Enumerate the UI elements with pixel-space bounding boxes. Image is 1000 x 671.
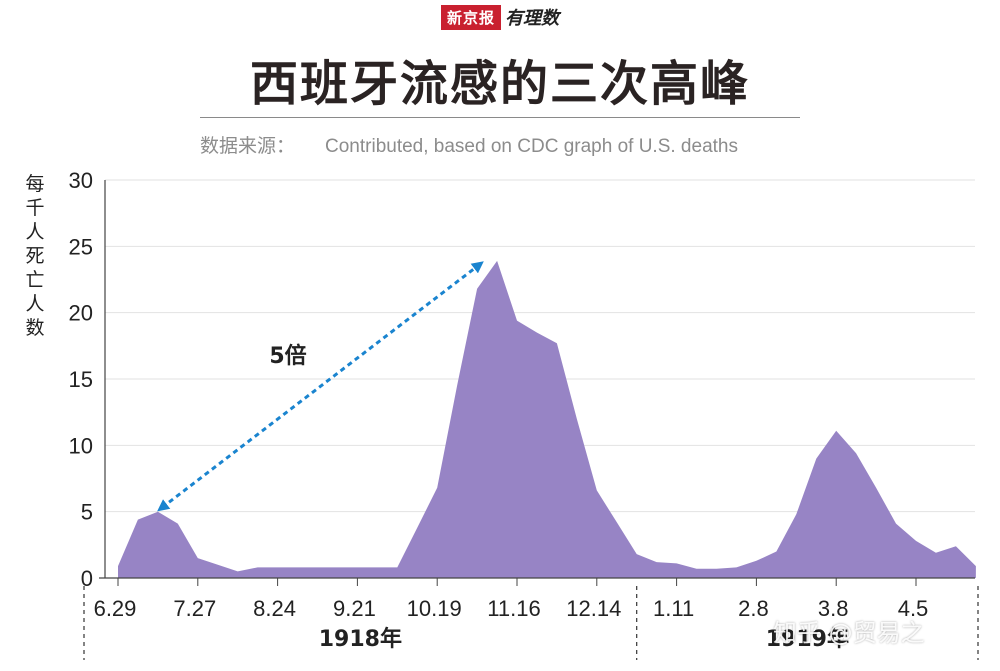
- x-tick-label-2: 8.24: [253, 596, 296, 621]
- source-text: Contributed, based on CDC graph of U.S. …: [325, 136, 738, 157]
- brand-name: 新京报: [440, 4, 501, 30]
- y-tick-label-30: 30: [69, 168, 93, 193]
- y-axis-label: 每千人死亡人数: [25, 173, 45, 339]
- x-tick-label-10: 4.5: [898, 596, 929, 621]
- y-tick-label-5: 5: [81, 500, 93, 525]
- y-tick-label-25: 25: [69, 234, 93, 259]
- chart-title: 西班牙流感的三次高峰: [249, 56, 750, 112]
- x-tick-label-6: 12.14: [566, 596, 621, 621]
- y-tick-label-15: 15: [69, 367, 93, 392]
- x-tick-label-5: 11.16: [487, 596, 540, 621]
- x-tick-label-7: 1.11: [653, 596, 694, 621]
- x-tick-label-0: 6.29: [94, 596, 137, 621]
- annotation-label: 5倍: [269, 343, 306, 369]
- y-tick-label-20: 20: [69, 301, 93, 326]
- x-tick-label-8: 2.8: [738, 596, 769, 621]
- y-tick-label-10: 10: [69, 433, 93, 458]
- year-label-1919: 1919年: [766, 626, 849, 652]
- year-label-1918: 1918年: [319, 626, 402, 652]
- watermark: 知乎 @贸易之: [773, 619, 925, 647]
- annotation-arrow: [157, 261, 484, 512]
- series-area: [118, 260, 976, 578]
- x-tick-label-9: 3.8: [818, 596, 849, 621]
- brand-sub: 有理数: [505, 8, 559, 29]
- x-tick-label-3: 9.21: [333, 596, 376, 621]
- title-divider: [200, 117, 800, 118]
- y-tick-label-0: 0: [81, 566, 93, 591]
- x-tick-label-4: 10.19: [407, 596, 462, 621]
- brand-logo: 新京报 有理数: [0, 4, 1000, 30]
- x-tick-label-1: 7.27: [173, 596, 216, 621]
- source-line: 数据来源： Contributed, based on CDC graph of …: [200, 131, 738, 158]
- source-label: 数据来源：: [200, 135, 296, 157]
